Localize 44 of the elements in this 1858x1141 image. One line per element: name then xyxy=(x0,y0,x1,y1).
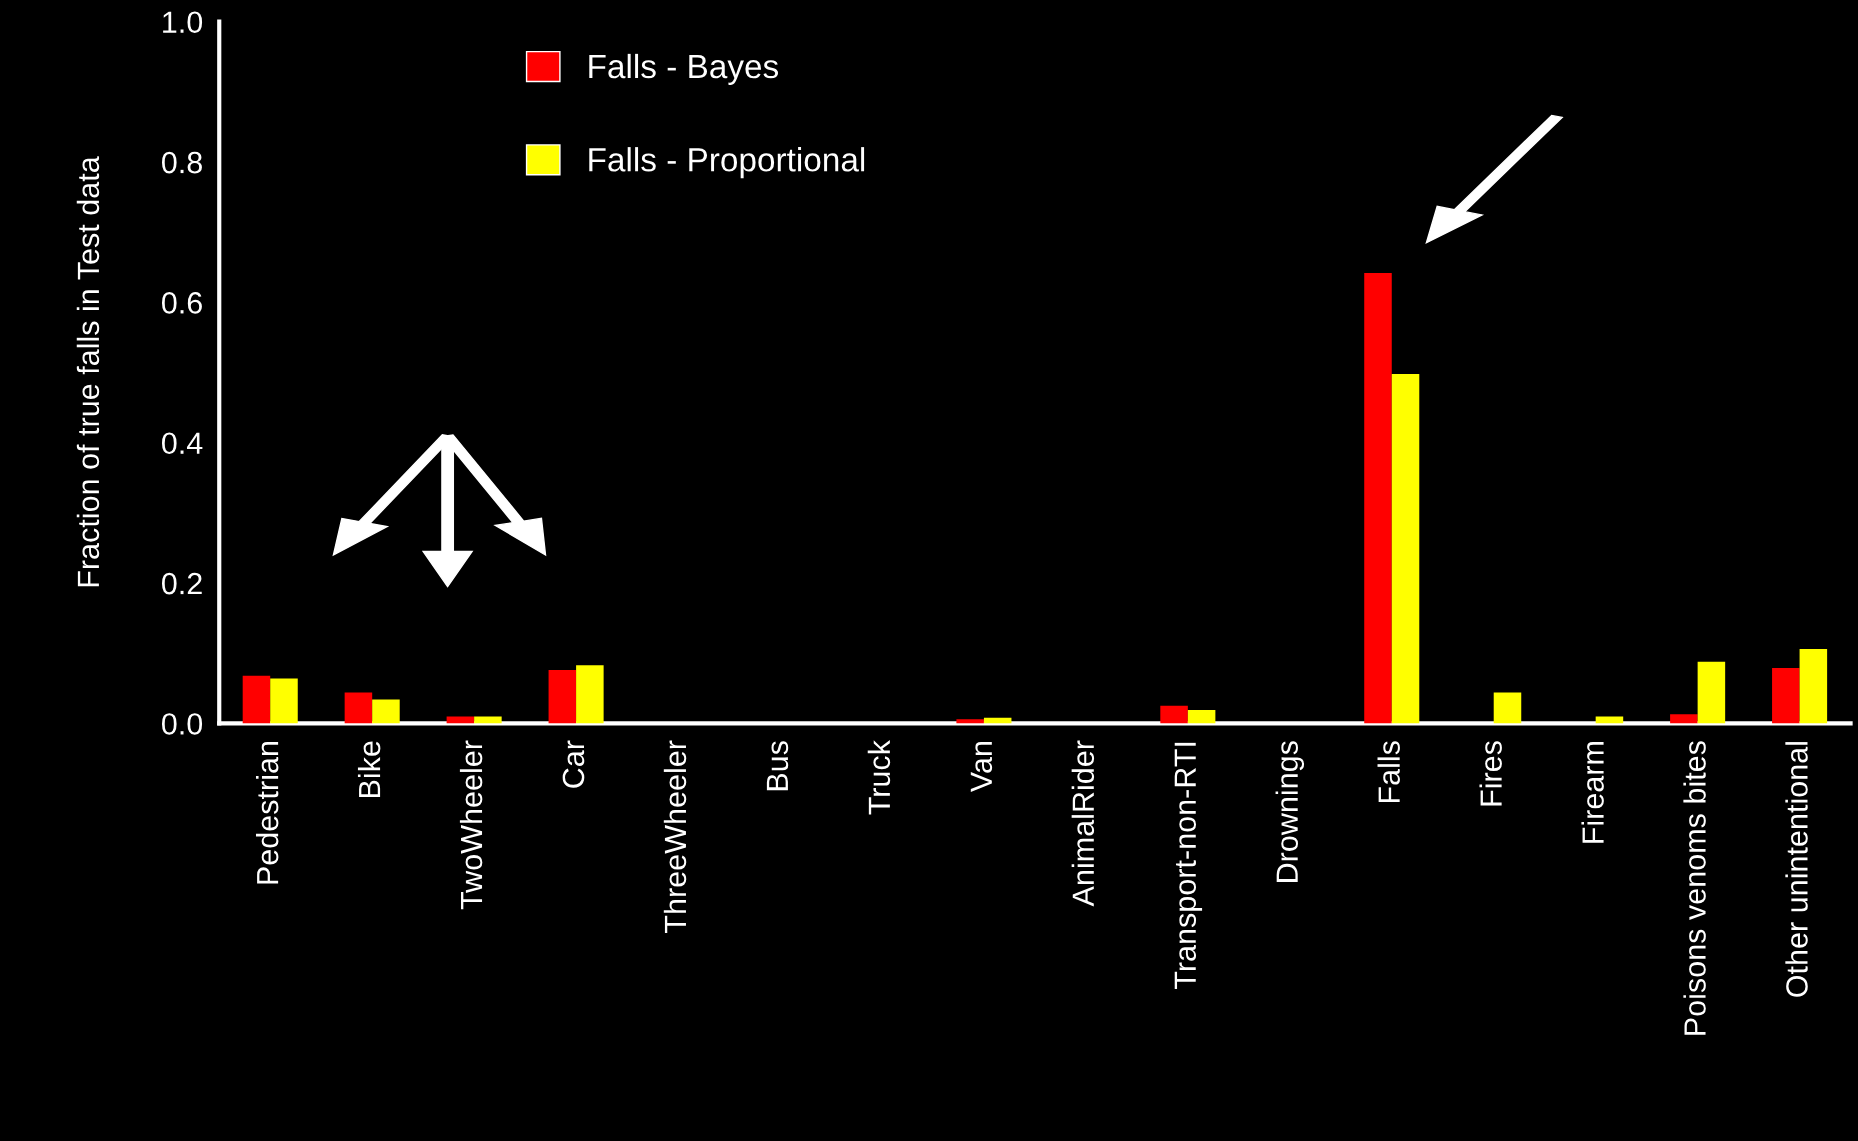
x-tick-label: Drownings xyxy=(1275,741,1305,882)
bar xyxy=(1772,667,1800,724)
y-tick-label: 0.6 xyxy=(161,292,202,314)
y-tick-label: 0.8 xyxy=(161,151,202,174)
x-tick-label: TwoWheeler xyxy=(459,740,483,910)
bar xyxy=(270,678,298,724)
x-tick-label: Pedestrian xyxy=(255,742,279,884)
bar xyxy=(1595,716,1624,724)
bar xyxy=(1187,710,1216,724)
x-tick-label: Falls xyxy=(1377,741,1400,803)
bar xyxy=(956,719,984,724)
bar xyxy=(242,675,271,724)
y-tick-label: 0.4 xyxy=(161,432,203,455)
bar xyxy=(548,670,577,724)
legend-label: Falls - Proportional xyxy=(589,147,865,179)
bar xyxy=(1799,649,1828,724)
y-tick-label: 1.0 xyxy=(163,11,203,34)
y-tick-label: 0.2 xyxy=(161,572,202,595)
x-tick-label: Van xyxy=(970,742,993,793)
x-tick-label: Fires xyxy=(1479,741,1502,806)
bar xyxy=(344,692,373,724)
bar xyxy=(1697,661,1726,724)
x-tick-label: ThreeWheeler xyxy=(663,740,687,933)
bar xyxy=(576,665,604,724)
bar xyxy=(1391,373,1420,724)
y-axis-title: Fraction of true falls in Test data xyxy=(76,156,100,587)
x-tick-label: Other unintentional xyxy=(1785,742,1808,997)
bar xyxy=(474,716,502,724)
legend-label: Falls - Bayes xyxy=(589,53,779,85)
x-tick-label: Bike xyxy=(357,741,381,797)
x-tick-label: Truck xyxy=(867,740,891,815)
x-tick-label: AnimalRider xyxy=(1071,740,1095,907)
bar xyxy=(1160,705,1188,724)
bar xyxy=(1670,714,1698,724)
bar xyxy=(372,699,400,724)
y-tick-label: 0.0 xyxy=(161,713,203,735)
x-tick-label: Bus xyxy=(766,741,789,791)
x-tick-label: Firearm xyxy=(1581,742,1604,843)
x-tick-label: Poisons venoms bites xyxy=(1683,741,1706,1035)
x-tick-label: Transport-non-RTI xyxy=(1174,742,1203,989)
bar xyxy=(1364,272,1392,724)
bar xyxy=(446,716,475,724)
bar xyxy=(1493,692,1522,724)
x-tick-label: Car xyxy=(562,740,585,788)
